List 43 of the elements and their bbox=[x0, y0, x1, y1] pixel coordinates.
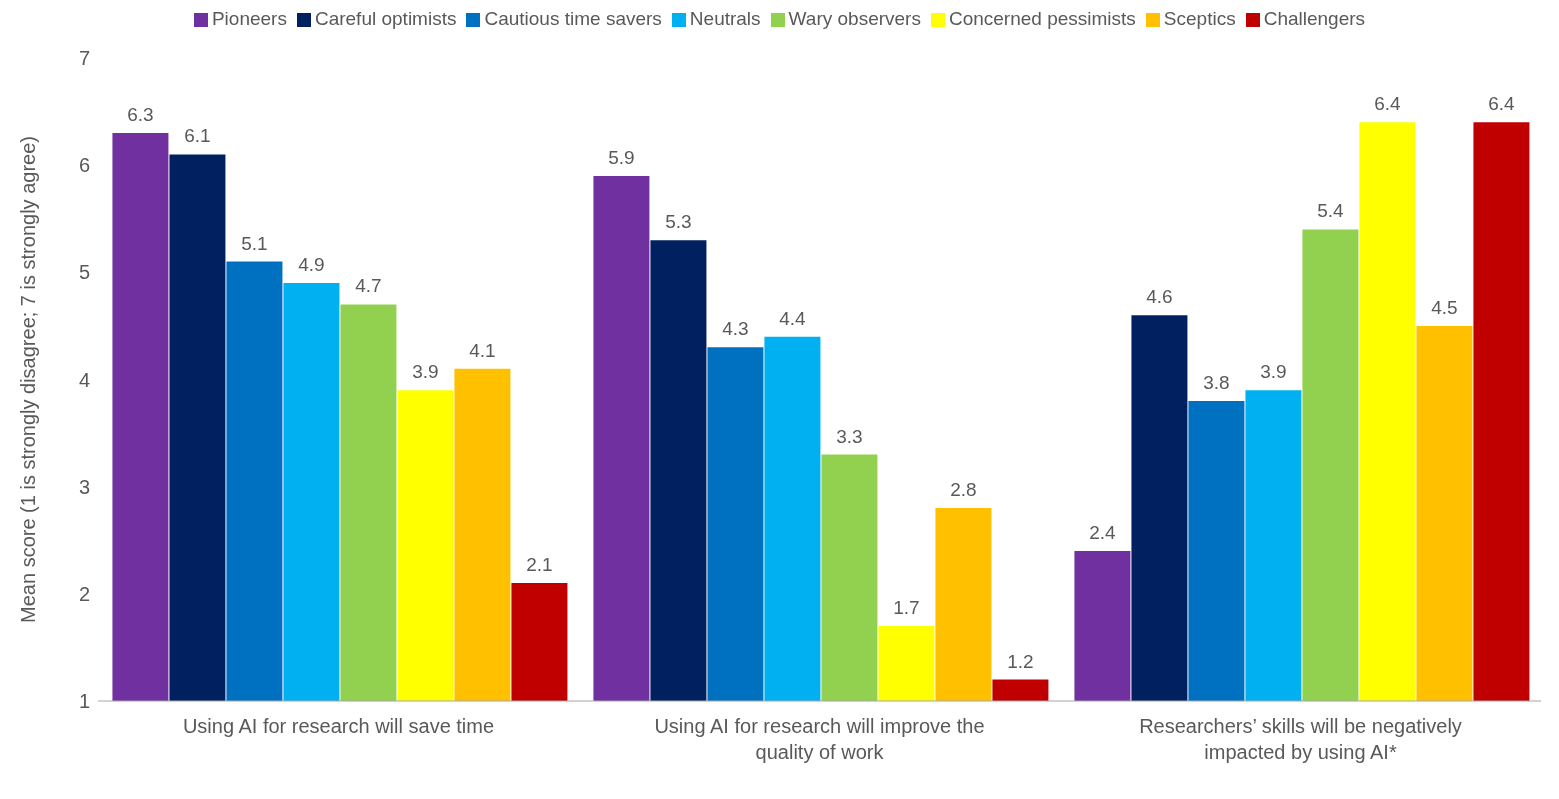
data-label: 4.1 bbox=[469, 339, 496, 361]
y-tick-label: 6 bbox=[78, 154, 90, 177]
y-tick-label: 5 bbox=[78, 261, 90, 284]
data-label: 1.2 bbox=[1007, 650, 1034, 672]
y-tick-label: 2 bbox=[78, 582, 90, 605]
x-tick-label: Using AI for research will improve the quality of work bbox=[654, 715, 985, 763]
data-label: 5.4 bbox=[1317, 200, 1345, 222]
y-tick-label: 3 bbox=[78, 475, 90, 498]
data-label: 1.7 bbox=[893, 596, 920, 618]
y-tick-label: 7 bbox=[78, 47, 90, 70]
data-label: 2.1 bbox=[526, 554, 553, 576]
legend-label: Neutrals bbox=[689, 8, 761, 29]
data-label: 5.9 bbox=[608, 146, 635, 168]
data-label: 5.3 bbox=[665, 211, 692, 233]
y-axis-title: Mean score (1 is strongly disagree; 7 is strongly agree) bbox=[17, 136, 40, 623]
x-tick-label: Researchers’ skills will be negatively impacted by using AI* bbox=[1139, 715, 1462, 763]
data-label: 6.3 bbox=[127, 104, 154, 126]
data-label: 3.9 bbox=[1260, 361, 1287, 383]
data-label: 3.9 bbox=[412, 361, 439, 383]
data-label: 4.4 bbox=[779, 307, 807, 329]
legend-label: Pioneers bbox=[211, 8, 287, 29]
data-label: 4.9 bbox=[298, 254, 325, 276]
data-label: 6.4 bbox=[1374, 93, 1402, 115]
x-tick-label: Using AI for research will save time bbox=[182, 715, 495, 737]
data-label: 2.8 bbox=[950, 479, 977, 501]
y-tick-label: 4 bbox=[78, 368, 90, 391]
data-label: 4.5 bbox=[1431, 296, 1458, 318]
data-label: 2.4 bbox=[1089, 521, 1117, 543]
legend-label: Wary observers bbox=[788, 8, 921, 29]
legend-label: Careful optimists bbox=[314, 8, 457, 29]
legend-label: Sceptics bbox=[1163, 8, 1236, 29]
data-label: 6.4 bbox=[1488, 93, 1516, 115]
data-label: 3.3 bbox=[836, 425, 863, 447]
data-label: 6.1 bbox=[184, 125, 211, 147]
data-label: 5.1 bbox=[241, 232, 268, 254]
data-label: 4.6 bbox=[1146, 286, 1173, 308]
data-label: 3.8 bbox=[1203, 371, 1230, 393]
y-tick-label: 1 bbox=[78, 690, 90, 713]
data-label: 4.3 bbox=[722, 318, 749, 340]
data-label: 4.7 bbox=[355, 275, 382, 297]
legend-label: Cautious time savers bbox=[484, 8, 662, 29]
legend-label: Challengers bbox=[1263, 8, 1366, 29]
legend-label: Concerned pessimists bbox=[948, 8, 1136, 29]
